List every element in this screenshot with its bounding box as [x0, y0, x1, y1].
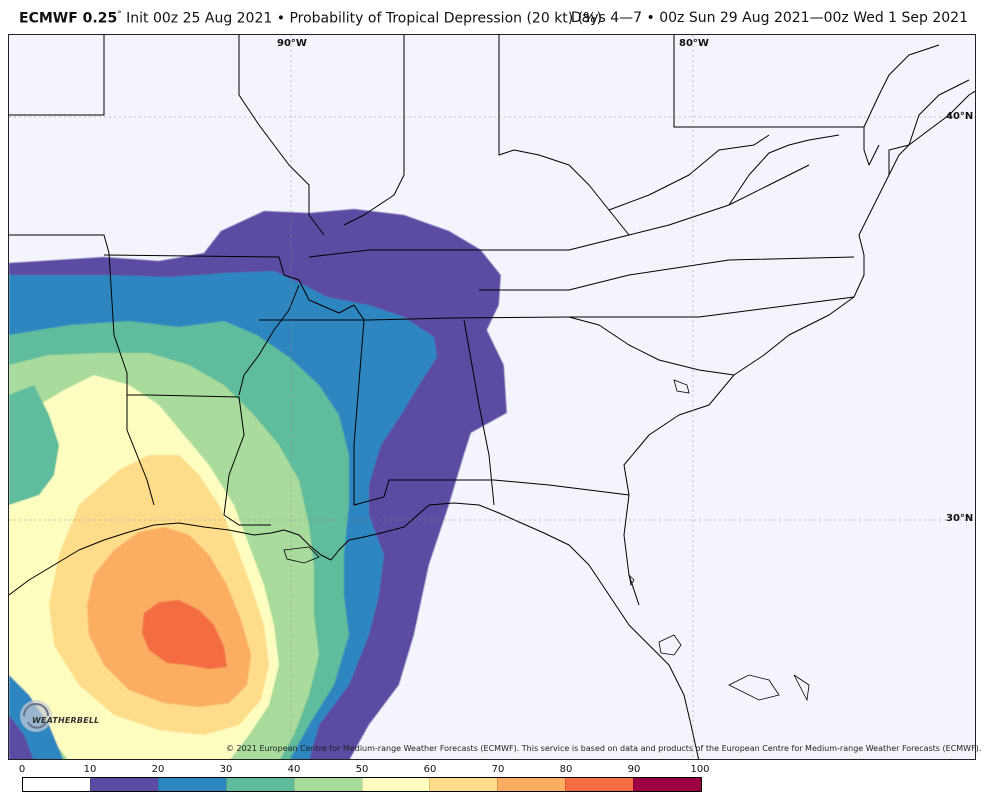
graticule — [9, 35, 975, 759]
colorbar-tick-50: 50 — [355, 764, 369, 775]
contour-40-west — [9, 385, 59, 505]
title-left: ECMWF 0.25° Init 00z 25 Aug 2021 • Proba… — [19, 10, 602, 27]
colorbar-swatch-5 — [361, 778, 430, 791]
probability-shading — [9, 209, 975, 759]
colorbar-tick-60: 60 — [423, 764, 437, 775]
colorbar-swatch-2 — [157, 778, 226, 791]
colorbar-swatch-8 — [565, 778, 634, 791]
contour-20-sw — [9, 715, 34, 759]
colorbar-swatch-1 — [89, 778, 158, 791]
colorbar-tick-100: 100 — [690, 764, 710, 775]
colorbar-swatch-0 — [23, 778, 90, 791]
colorbar-tick-80: 80 — [559, 764, 573, 775]
map-panel: 90°W 80°W 40°N 30°N — [8, 34, 976, 760]
inland-water — [283, 379, 810, 702]
colorbar-swatch-7 — [497, 778, 566, 791]
colorbar-swatch-3 — [225, 778, 294, 791]
colorbar-tick-40: 40 — [287, 764, 301, 775]
colorbar-tick-0: 0 — [18, 764, 26, 775]
weatherbell-logo — [20, 700, 52, 732]
lon-label-90w: 90°W — [277, 38, 307, 49]
weatherbell-logo-text: WEATHERBELL — [32, 716, 100, 725]
init-text: Init 00z 25 Aug 2021 — [126, 10, 273, 27]
colorbar-tick-20: 20 — [151, 764, 165, 775]
colorbar-tick-30: 30 — [219, 764, 233, 775]
product-title: Probability of Tropical Depression (20 k… — [289, 10, 602, 27]
lat-label-40n: 40°N — [946, 111, 974, 122]
contour-10-sw-mask — [350, 250, 975, 759]
colorbar-swatch-4 — [293, 778, 362, 791]
colorbar-swatch-9 — [633, 778, 702, 791]
coastlines-and-borders — [9, 35, 975, 759]
map-canvas — [9, 35, 975, 759]
colorbar-swatch-6 — [429, 778, 498, 791]
lat-label-30n: 30°N — [946, 513, 974, 524]
colorbar-tick-90: 90 — [627, 764, 641, 775]
copyright-notice: © 2021 European Centre for Medium-range … — [226, 744, 982, 753]
degree-symbol: ° — [117, 10, 122, 20]
colorbar-tick-70: 70 — [491, 764, 505, 775]
lon-label-80w: 80°W — [679, 38, 709, 49]
contour-80 — [142, 600, 227, 669]
header: ECMWF 0.25° Init 00z 25 Aug 2021 • Proba… — [0, 0, 984, 34]
colorbar — [22, 777, 702, 792]
model-name: ECMWF 0.25 — [19, 10, 118, 27]
valid-range: Days 4—7 • 00z Sun 29 Aug 2021—00z Wed 1… — [570, 10, 968, 26]
bullet-sep: • — [276, 10, 285, 27]
colorbar-tick-10: 10 — [83, 764, 97, 775]
